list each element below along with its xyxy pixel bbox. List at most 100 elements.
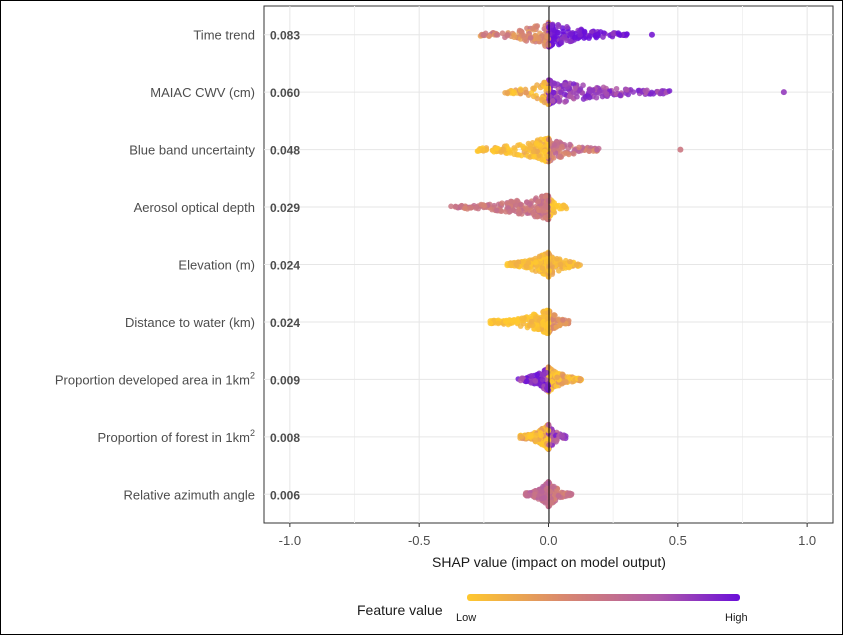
shap-point [548,499,555,506]
shap-point [545,315,551,322]
feature-label: Proportion developed area in 1km2 [55,370,255,387]
shap-point [530,209,536,216]
shap-point [526,201,533,208]
shap-point [597,29,604,35]
legend: Feature value Low High [357,594,748,624]
mean-shap-value: 0.029 [270,201,300,215]
x-tick-label: -1.0 [279,533,301,548]
shap-point [533,432,539,438]
feature-label: MAIAC CWV (cm) [150,85,255,100]
feature-label: Distance to water (km) [125,315,255,330]
shap-point [539,377,546,383]
shap-point [586,94,593,101]
shap-point [541,99,548,106]
shap-point [504,90,511,96]
shap-point [624,31,630,37]
shap-point [544,33,550,40]
shap-point [560,202,567,209]
shap-point [511,89,517,95]
shap-point [615,30,622,36]
shap-point [480,202,487,208]
legend-title: Feature value [357,602,443,618]
shap-point [551,80,558,87]
shap-point [566,264,573,270]
shap-point [528,432,534,439]
shap-point [475,148,481,154]
mean-shap-value: 0.083 [270,29,300,43]
legend-high-label: High [725,612,748,624]
shap-point [494,32,501,38]
shap-point [508,198,515,205]
shap-point [514,262,520,269]
shap-point [530,149,537,155]
shap-point [610,30,617,37]
shap-point [567,258,573,265]
shap-point [539,265,546,271]
shap-point [580,96,587,102]
shap-point [594,147,600,153]
mean-shap-value: 0.024 [270,259,300,273]
shap-point [448,203,454,210]
shap-point [571,34,578,41]
shap-point [596,88,603,94]
shap-point [523,378,530,385]
shap-point [551,483,557,490]
shap-point [548,22,555,29]
shap-point [577,32,583,38]
shap-point [561,33,568,40]
shap-point [580,82,586,89]
shap-point [550,89,557,96]
shap-point [521,37,528,43]
shap-point [539,489,545,495]
shap-point [528,318,535,325]
shap-point [535,326,541,333]
shap-point [666,88,673,94]
shap-point [507,208,513,215]
x-tick-label: 1.0 [798,533,816,548]
shap-point [533,140,540,147]
shap-point [532,314,539,320]
feature-label: Aerosol optical depth [134,200,255,215]
shap-point [556,202,562,209]
shap-point [479,147,486,153]
shap-point [517,87,524,94]
shap-point [534,213,541,220]
shap-point [499,30,506,37]
shap-point [573,262,580,268]
shap-point [482,30,489,37]
shap-point [517,323,524,329]
shap-point [623,87,630,93]
shap-point [587,88,594,95]
shap-point [511,151,518,158]
shap-point [586,148,592,154]
shap-point [534,23,541,29]
shap-point [613,85,620,92]
shap-point [508,262,514,269]
mean-shap-value: 0.024 [270,316,300,330]
shap-point [494,145,500,152]
shap-point [530,93,537,100]
shap-point [545,320,552,327]
shap-point [545,41,551,48]
shap-point [527,145,533,151]
shap-point [566,93,573,100]
shap-point [527,35,534,41]
shap-point [528,313,535,320]
feature-label: Blue band uncertainty [129,143,255,158]
mean-shap-value: 0.009 [270,373,300,387]
shap-point [570,151,577,157]
shap-point [532,259,539,265]
shap-point [528,373,535,379]
shap-point [592,32,598,39]
shap-point [576,87,583,93]
shap-point [531,153,537,160]
shap-point [462,205,468,212]
shap-point [564,491,571,498]
shap-point [534,371,540,378]
shap-point [658,90,664,97]
mean-shap-value: 0.060 [270,86,300,100]
shap-point [559,143,565,150]
feature-labels: Time trend 0.083 MAIAC CWV (cm) 0.060 Blue b… [55,28,300,503]
